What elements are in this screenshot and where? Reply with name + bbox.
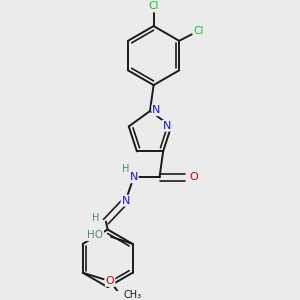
Text: O: O [106,276,115,286]
Text: Cl: Cl [194,26,204,36]
Text: Cl: Cl [148,1,159,11]
Text: N: N [152,105,161,115]
Text: H: H [122,164,129,174]
Text: H: H [92,213,100,223]
Text: N: N [129,172,138,182]
Text: CH₃: CH₃ [123,290,141,300]
Text: N: N [122,196,130,206]
Text: O: O [189,172,198,182]
Text: HO: HO [87,230,103,240]
Text: N: N [163,121,171,131]
